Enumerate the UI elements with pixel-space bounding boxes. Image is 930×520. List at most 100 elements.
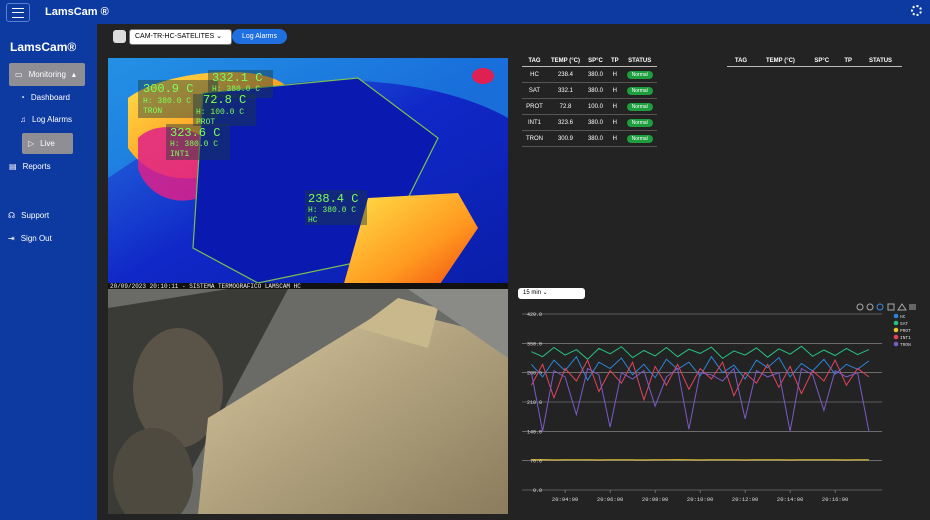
menu-label: Monitoring [28, 70, 66, 79]
overlay-tag: TRON [143, 107, 162, 116]
table-cell: H [606, 98, 623, 115]
table-cell: H [606, 82, 623, 99]
menu-item[interactable]: ♫ Log Alarms [20, 115, 73, 124]
column-header: TP [606, 56, 623, 67]
status-badge: Normal [626, 86, 653, 95]
table-row: PROT 72.8 100.0 H Normal [522, 98, 657, 115]
overlay-temp: 332.1 C [212, 71, 262, 85]
table-cell: 380.0 [583, 114, 607, 131]
menu-label: Dashboard [30, 93, 70, 102]
overlay-limit: H: 100.0 C [196, 108, 244, 117]
zoom-in[interactable] [856, 303, 864, 311]
legend-marker [893, 313, 899, 319]
menu-item[interactable]: ◔ Dashboard [20, 93, 70, 102]
column-header: TAG [522, 56, 547, 67]
column-header: STATUS [859, 56, 902, 67]
column-header: TEMP (°C) [754, 56, 806, 67]
status-badge: Normal [626, 102, 653, 111]
range-select[interactable]: 15 min ⌄ [518, 288, 585, 299]
menu-item[interactable]: ▷ Live [22, 133, 73, 154]
reset[interactable] [897, 303, 907, 311]
column-header: SP°C [583, 56, 607, 67]
column-header: SP°C [805, 56, 838, 67]
menu-label: Sign Out [20, 234, 52, 243]
chart-tools [856, 303, 916, 311]
table-cell: Normal [622, 114, 657, 131]
table-cell: HC [522, 66, 547, 83]
y-tick-label: 140.0 [527, 429, 542, 435]
column-header: STATUS [622, 56, 657, 67]
x-tick-label: 20:06:00 [597, 496, 623, 503]
camera-name: CAM-TR-HC-SATELITES [135, 33, 215, 40]
menu[interactable] [909, 304, 916, 310]
overlay-limit: H: 380.0 C [170, 140, 218, 149]
table-cell: 72.8 [547, 98, 584, 115]
table-cell: 100.0 [583, 98, 607, 115]
column-header: TEMP (°C) [547, 56, 584, 67]
menu-toggle[interactable] [6, 3, 30, 22]
y-tick-label: 350.0 [527, 341, 542, 347]
chart: 0.0 70.0 140.0 210.0 280.0 350.0 420.0 20:04:00… [522, 303, 916, 503]
table-cell: 332.1 [547, 82, 584, 99]
column-header: TAG [727, 56, 755, 67]
legend-marker [893, 341, 899, 347]
zoom[interactable] [876, 303, 884, 311]
series-line [531, 345, 870, 360]
camera-select[interactable]: CAM-TR-HC-SATELITES ⌄ [129, 29, 232, 45]
series-line [530, 358, 870, 402]
range-value: 15 min [523, 290, 542, 296]
menu-item[interactable]: ▤ Reports [9, 162, 51, 171]
table-cell: INT1 [522, 114, 547, 131]
settings-icon[interactable] [911, 5, 922, 16]
table-cell: 238.4 [547, 66, 584, 83]
app-name: LamsCam ® [45, 6, 109, 18]
y-tick-label: 280.0 [527, 371, 542, 377]
menu-item[interactable]: ⇥ Sign Out [8, 234, 52, 243]
brand: LamsCam® [10, 40, 77, 54]
table-cell: Normal [622, 66, 657, 83]
overlay-temp: 300.9 C [143, 82, 193, 96]
timestamp: 20/09/2023 20:10:11 - SISTEMA TERMOGRAFI… [110, 283, 301, 290]
overlay-tag: PROT [196, 118, 215, 127]
legend-marker [893, 327, 899, 333]
table-cell: SAT [522, 82, 547, 99]
overlay-tag: INT1 [170, 150, 189, 159]
status-table-2-wrap: TAG TEMP (°C) SP°C TP STATUS [727, 56, 902, 67]
table-row: HC 238.4 380.0 H Normal [522, 66, 657, 83]
legend-marker [893, 320, 899, 326]
x-tick-label: 20:10:00 [687, 496, 713, 503]
table-row: INT1 323.6 380.0 H Normal [522, 114, 657, 131]
status-badge: Normal [626, 134, 653, 143]
log-alarms-button[interactable]: Log Alarms [232, 29, 287, 44]
table-cell: 300.9 [547, 130, 584, 147]
overlay-temp: 238.4 C [308, 192, 358, 206]
table-cell: PROT [522, 98, 547, 115]
menu-item[interactable]: ☊ Support [8, 211, 50, 220]
table-cell: 323.6 [547, 114, 584, 131]
overlay-limit: H: 380.0 C [143, 97, 191, 106]
x-tick-label: 20:14:00 [777, 496, 803, 503]
legend-label: INT1 [900, 335, 911, 341]
legend-label: SAT [900, 321, 908, 327]
camera-icon [113, 30, 126, 43]
x-tick-label: 20:16:00 [822, 496, 848, 503]
menu-item[interactable]: ▭ Monitoring ▴ [9, 63, 85, 86]
legend-label: TRON [900, 342, 911, 348]
table-cell: H [606, 114, 623, 131]
table-cell: 380.0 [583, 130, 607, 147]
overlay-temp: 323.6 C [170, 126, 220, 140]
overlay-tag: HC [308, 216, 318, 225]
overlay-limit: H: 380.0 C [308, 206, 356, 215]
pan[interactable] [887, 303, 895, 311]
zoom-out[interactable] [866, 303, 874, 311]
status-table-wrap: TAG TEMP (°C) SP°C TP STATUS HC 238.4 380.0 H Nor… [522, 56, 657, 147]
legend-label: HC [900, 314, 906, 320]
table-row: TRON 300.9 380.0 H Normal [522, 130, 657, 147]
legend-marker [893, 334, 899, 340]
table-cell: Normal [622, 82, 657, 99]
status-badge: Normal [626, 70, 653, 79]
x-tick-label: 20:04:00 [552, 496, 578, 503]
y-tick-label: 420.0 [527, 312, 542, 318]
x-tick-label: 20:08:00 [642, 496, 668, 503]
